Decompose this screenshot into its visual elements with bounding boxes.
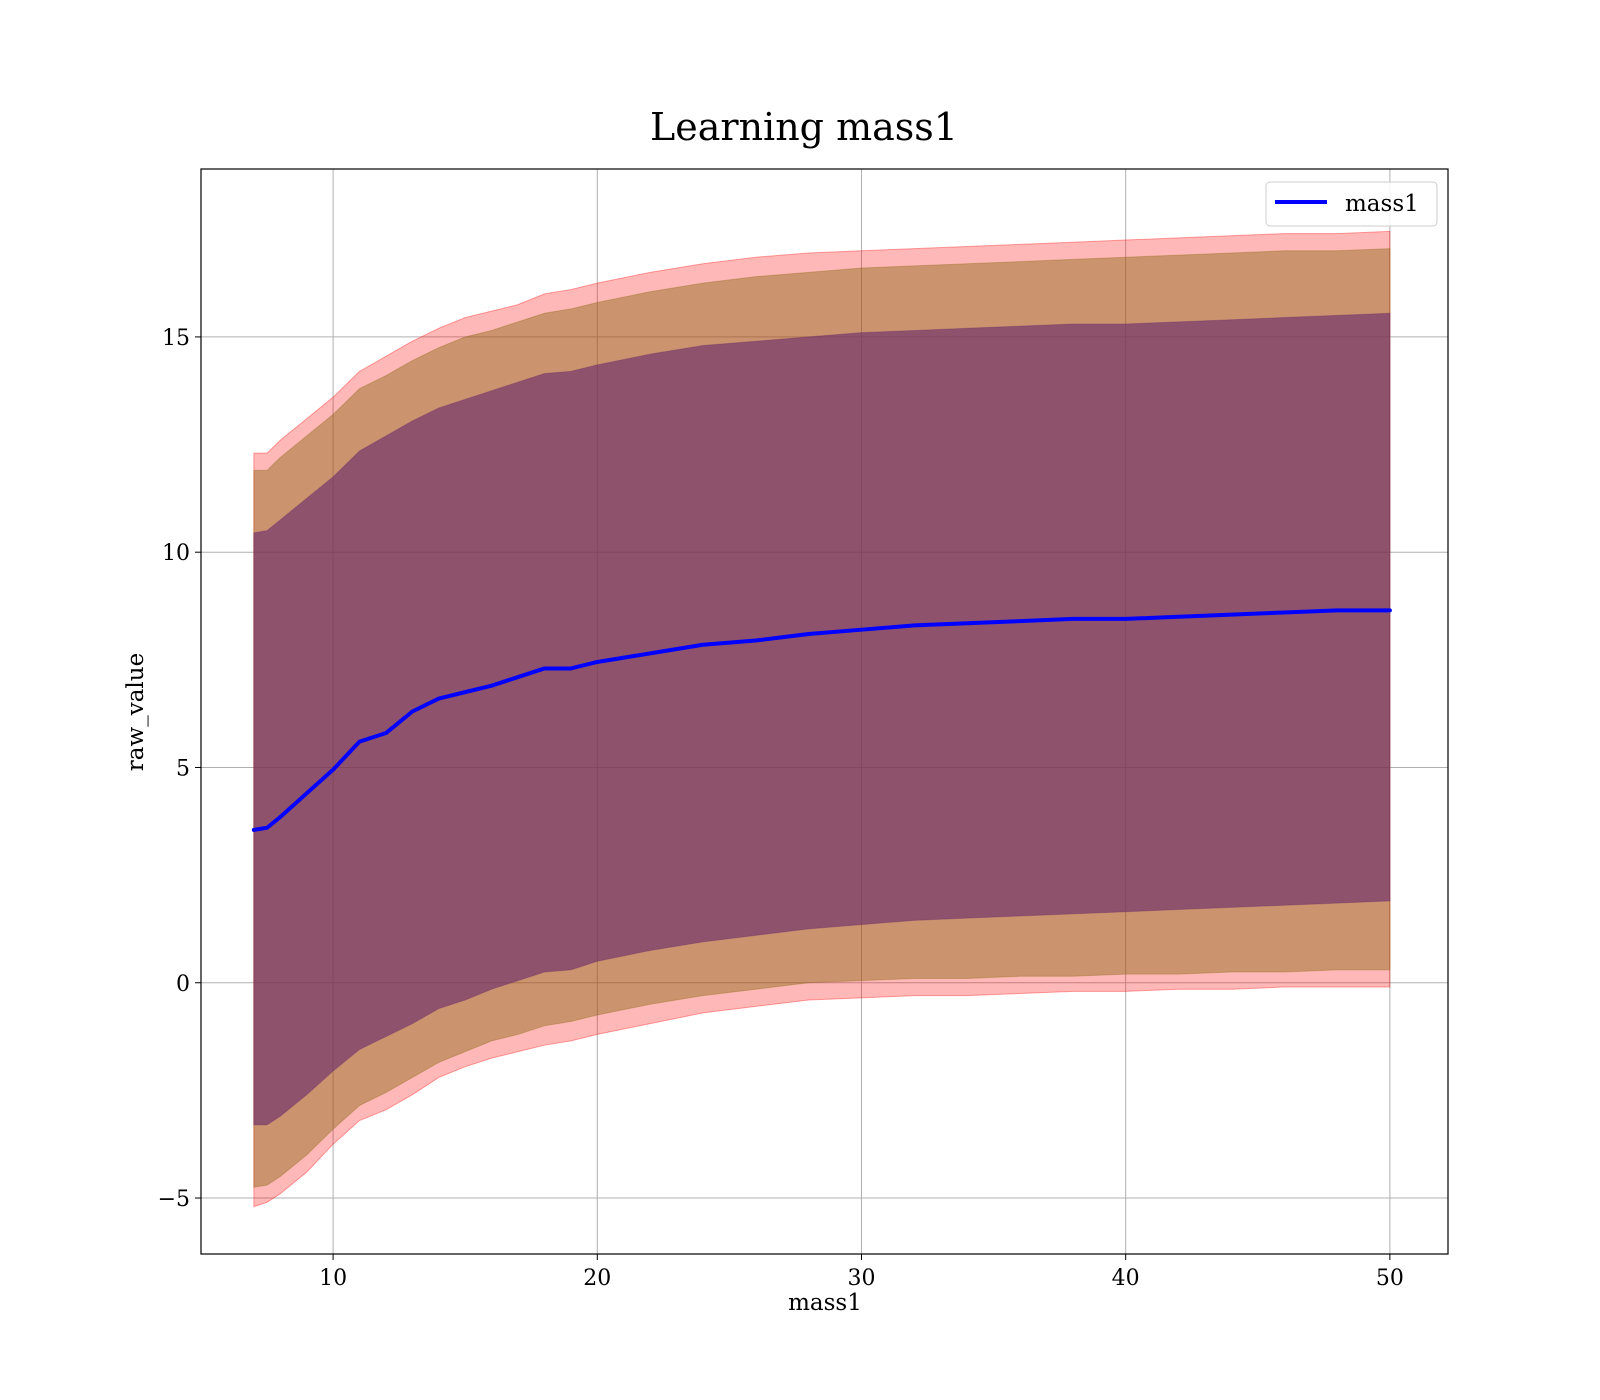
x-axis-label: mass1 [788,1290,862,1316]
chart-title: Learning mass1 [650,105,958,149]
plot-frame [200,168,1449,1255]
confidence-bands [253,230,1391,1208]
series-lines [251,608,1392,832]
axis-ticks: 10 20 30 40 50 −5 0 5 10 15 [158,326,1404,1291]
y-tick-label: −5 [158,1187,190,1212]
legend: mass1 [1265,181,1438,227]
y-axis-label: raw_value [123,653,149,771]
y-tick-label: 5 [176,756,190,781]
x-tick-label: 50 [1376,1266,1404,1291]
legend-box [1265,181,1438,227]
y-tick-label: 0 [176,972,190,997]
x-tick-label: 20 [583,1266,611,1291]
y-tick-label: 15 [162,326,190,351]
x-tick-label: 10 [319,1266,347,1291]
legend-label: mass1 [1345,191,1419,217]
series-line-mass1 [251,608,1392,832]
y-tick-label: 10 [162,541,190,566]
band-1-sigma [253,312,1391,1126]
x-tick-label: 30 [847,1266,875,1291]
x-tick-label: 40 [1112,1266,1140,1291]
